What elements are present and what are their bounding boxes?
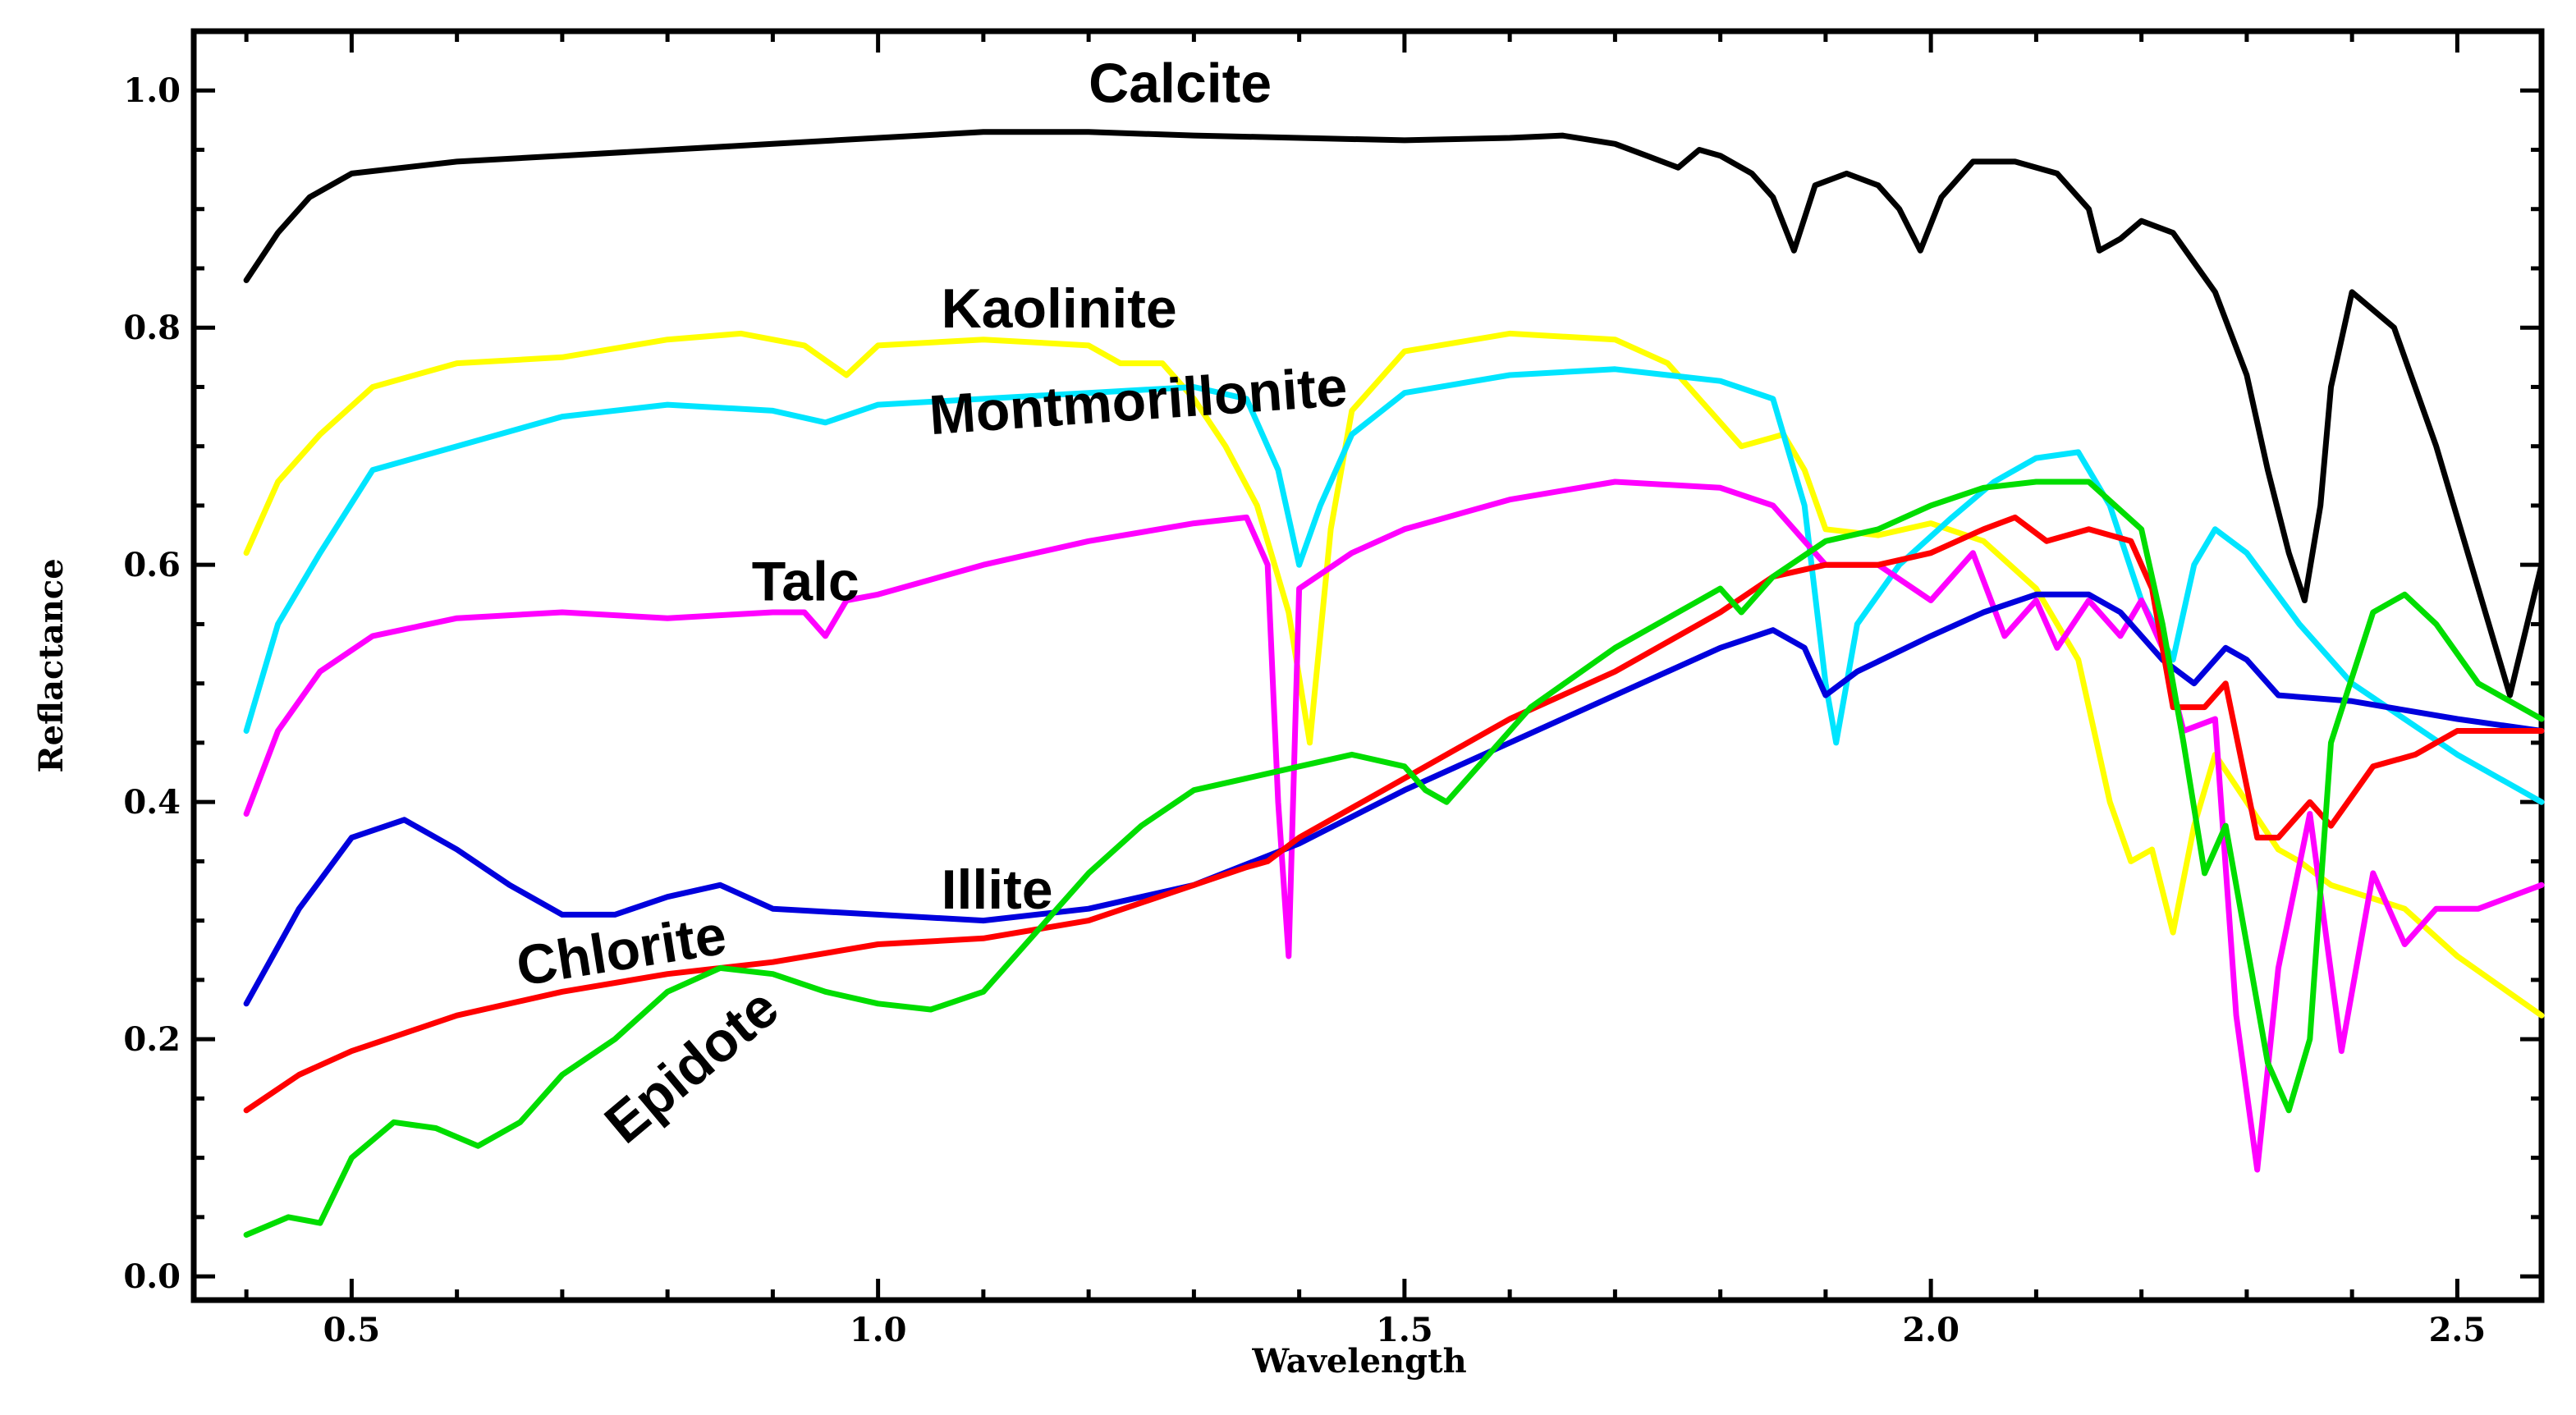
series-lines <box>243 129 2545 1238</box>
y-axis-title: Reflactance <box>32 558 71 772</box>
axis-tick-labels: 0.5 1.0 1.5 2.0 2.5 0.0 0.2 0.4 0.6 0.8 1.0 <box>123 71 2486 1349</box>
y-tick-label: 1.0 <box>123 71 181 110</box>
y-tick-label: 0.4 <box>123 783 181 822</box>
series-line-calcite <box>243 129 2545 698</box>
series-label-montmorillonite: Montmorillonite <box>928 355 1350 446</box>
series-line-montmorillonite <box>243 366 2545 805</box>
y-tick-label: 0.0 <box>123 1257 181 1296</box>
series-labels: Calcite Kaolinite Montmorillonite Talc Illit… <box>512 53 1349 1156</box>
plot-frame <box>190 28 2545 1303</box>
x-tick-label: 1.5 <box>1376 1311 1433 1349</box>
series-line-epidote <box>243 479 2545 1238</box>
x-tick-label: 0.5 <box>323 1311 381 1349</box>
series-label-illite: Illite <box>942 859 1053 921</box>
x-tick-label: 1.0 <box>850 1311 907 1349</box>
axis-ticks <box>194 31 2542 1300</box>
x-axis-title: Wavelength <box>1251 1342 1466 1381</box>
y-tick-label: 0.2 <box>123 1020 181 1059</box>
series-line-chlorite <box>243 514 2545 1114</box>
series-label-kaolinite: Kaolinite <box>942 277 1177 340</box>
x-tick-label: 2.0 <box>1902 1311 1960 1349</box>
x-tick-label: 2.5 <box>2429 1311 2487 1349</box>
series-label-talc: Talc <box>752 551 859 613</box>
series-label-epidote: Epidote <box>594 976 791 1155</box>
series-line-talc <box>243 479 2545 1173</box>
y-tick-label: 0.8 <box>123 309 181 347</box>
series-line-illite <box>243 591 2545 1007</box>
y-tick-label: 0.6 <box>123 546 181 584</box>
series-label-calcite: Calcite <box>1089 53 1272 115</box>
